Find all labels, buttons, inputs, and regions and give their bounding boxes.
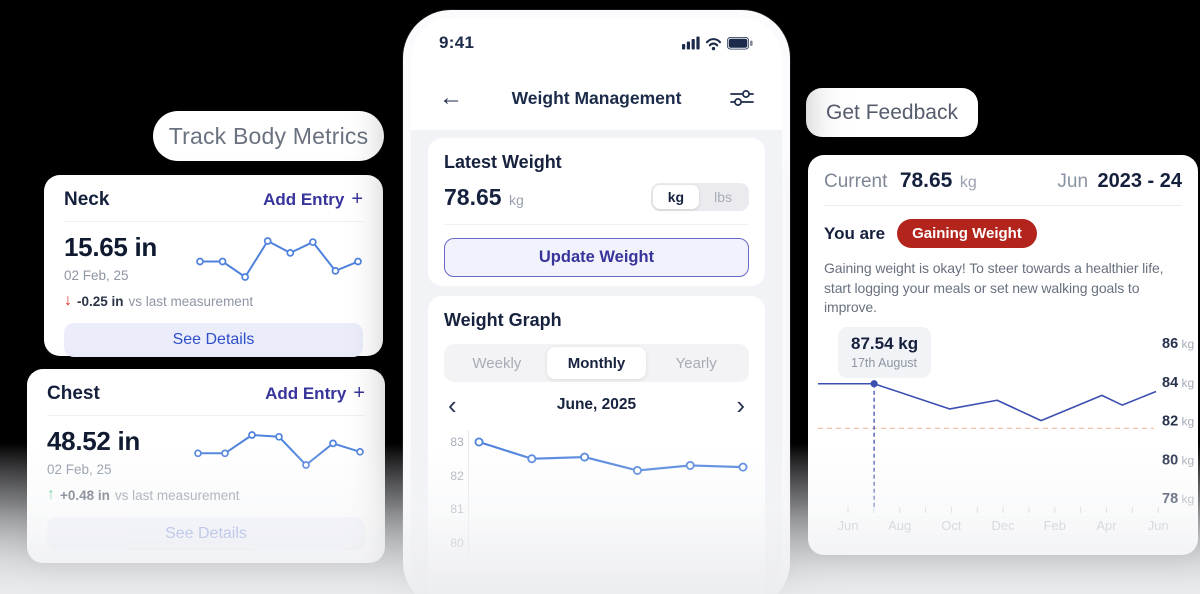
phone-content: Latest Weight 78.65 kg kg lbs Update Wei…: [411, 130, 782, 594]
y-tick-label: 81: [450, 502, 464, 516]
divider: [444, 224, 749, 225]
svg-text:84 kg: 84 kg: [1162, 375, 1194, 391]
status-icons: [682, 36, 753, 51]
up-arrow-icon: ↑: [47, 486, 55, 503]
down-arrow-icon: ↓: [64, 292, 72, 309]
y-tick-label: 82: [450, 468, 464, 483]
weight-line-chart: 83 82 81 80: [444, 430, 749, 558]
phone-screen: 9:41: [411, 18, 782, 594]
svg-text:Aug: Aug: [888, 518, 911, 533]
unit-toggle: kg lbs: [650, 183, 749, 211]
period-label: June, 2025: [556, 396, 637, 413]
plus-icon: +: [351, 187, 363, 210]
y-tick-label: 80: [450, 535, 464, 550]
neck-metric-card: Neck Add Entry + 15.65 in 02 Feb, 25 ↓ -…: [44, 175, 383, 357]
screen-title: Weight Management: [511, 87, 682, 108]
update-weight-button[interactable]: Update Weight: [444, 238, 749, 277]
neck-delta-value: -0.25 in: [77, 293, 124, 309]
tab-yearly[interactable]: Yearly: [675, 354, 717, 372]
phone-mockup: 9:41: [403, 10, 790, 594]
chest-metric-card: Chest Add Entry + 48.52 in 02 Feb, 25 ↑ …: [27, 369, 385, 563]
tab-monthly[interactable]: Monthly: [546, 347, 647, 379]
svg-text:Oct: Oct: [941, 518, 962, 533]
current-weight-unit: kg: [959, 174, 977, 191]
svg-text:Jun: Jun: [838, 518, 859, 533]
svg-text:80 kg: 80 kg: [1162, 452, 1194, 468]
unit-option-lbs[interactable]: lbs: [714, 189, 732, 205]
svg-text:Jun: Jun: [1148, 518, 1169, 533]
svg-text:Feb: Feb: [1044, 518, 1066, 533]
svg-text:86 kg: 86 kg: [1162, 336, 1194, 352]
chest-card-title: Chest: [47, 383, 100, 404]
get-feedback-label: Get Feedback: [806, 88, 978, 137]
svg-text:Apr: Apr: [1096, 518, 1117, 533]
chest-value: 48.52 in: [47, 426, 140, 456]
neck-see-details-button[interactable]: See Details: [64, 323, 363, 357]
period-prefix: Jun: [1057, 171, 1089, 192]
latest-weight-unit: kg: [509, 191, 524, 208]
gaining-weight-badge: Gaining Weight: [897, 219, 1037, 248]
chart-y-axis-labels: 83 82 81 80: [444, 430, 468, 558]
current-label: Current: [824, 171, 888, 192]
y-tick-label: 83: [450, 435, 464, 449]
chart-tooltip: 87.54 kg 17th August: [838, 327, 932, 378]
you-are-label: You are: [824, 223, 886, 243]
signal-icon: [682, 36, 700, 50]
period-range: 2023 - 24: [1097, 170, 1182, 192]
chevron-left-icon[interactable]: ‹: [448, 390, 457, 420]
neck-value: 15.65 in: [64, 232, 157, 262]
divider: [824, 205, 1182, 206]
neck-delta-note: vs last measurement: [128, 293, 254, 309]
latest-weight-value: 78.65: [444, 183, 502, 210]
add-entry-label: Add Entry: [263, 190, 345, 209]
weight-graph-title: Weight Graph: [444, 310, 562, 330]
chevron-right-icon[interactable]: ›: [736, 390, 745, 420]
latest-weight-title: Latest Weight: [444, 152, 562, 172]
unit-option-kg[interactable]: kg: [652, 185, 700, 209]
neck-sparkline-chart: [196, 237, 362, 281]
wifi-icon: [705, 38, 722, 47]
track-body-metrics-label: Track Body Metrics: [153, 111, 384, 161]
svg-text:Dec: Dec: [992, 518, 1016, 533]
period-tabs: Weekly Monthly Yearly: [444, 344, 749, 382]
wifi-dot: [711, 46, 716, 51]
svg-text:82 kg: 82 kg: [1162, 414, 1194, 430]
battery-icon: [727, 37, 753, 50]
chest-add-entry-button[interactable]: Add Entry +: [265, 381, 365, 405]
phone-header: 9:41: [411, 18, 782, 130]
latest-weight-card: Latest Weight 78.65 kg kg lbs Update Wei…: [428, 138, 765, 286]
add-entry-label: Add Entry: [265, 384, 347, 403]
filter-settings-icon[interactable]: [730, 89, 754, 107]
chest-date: 02 Feb, 25: [47, 462, 112, 477]
tooltip-date: 17th August: [851, 356, 918, 370]
chart-plot-area: [467, 430, 748, 558]
feedback-message: Gaining weight is okay! To steer towards…: [824, 260, 1164, 316]
status-time: 9:41: [439, 33, 475, 52]
tooltip-value: 87.54 kg: [851, 334, 919, 353]
neck-date: 02 Feb, 25: [64, 268, 129, 283]
weight-graph-card: Weight Graph Weekly Monthly Yearly ‹ Jun…: [428, 296, 765, 594]
current-weight-value: 78.65: [899, 169, 953, 192]
neck-add-entry-button[interactable]: Add Entry +: [263, 187, 363, 211]
feedback-card: Current 78.65 kg Jun 2023 - 24 You are G…: [808, 155, 1198, 555]
tab-weekly[interactable]: Weekly: [472, 354, 522, 372]
neck-card-title: Neck: [64, 189, 110, 210]
back-arrow-icon[interactable]: ←: [439, 84, 463, 111]
svg-text:78 kg: 78 kg: [1162, 491, 1194, 507]
chest-see-details-button[interactable]: See Details: [47, 517, 365, 551]
yearly-weight-chart: Jun Aug Oct Dec Feb Apr Jun 86 kg 84 kg 82 kg 80 k…: [808, 315, 1198, 555]
plus-icon: +: [353, 381, 365, 404]
chest-sparkline-chart: [194, 431, 364, 469]
chest-delta-value: +0.48 in: [60, 487, 110, 503]
chest-delta-note: vs last measurement: [114, 487, 240, 503]
